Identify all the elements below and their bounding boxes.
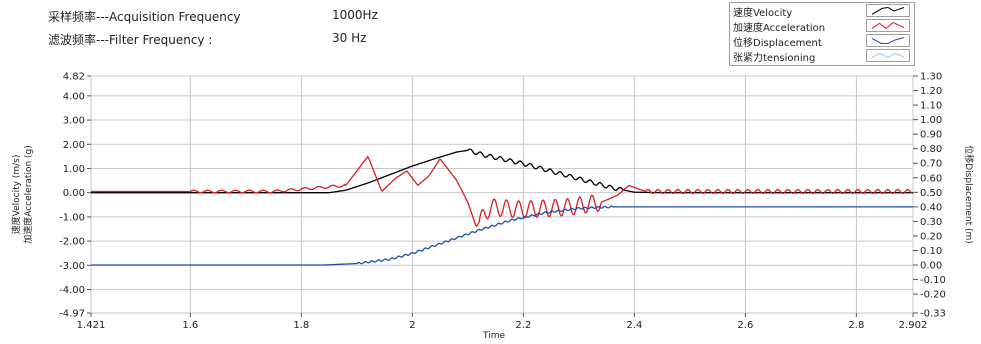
- series-line-1: [91, 155, 914, 228]
- acquisition-frequency-value: 1000Hz: [332, 8, 378, 22]
- legend-swatch-displacement: [866, 34, 910, 47]
- x-tick-label: 2.2: [515, 320, 531, 331]
- x-tick-label: 2.6: [737, 320, 753, 331]
- right-tick-label: 0.20: [920, 231, 942, 242]
- right-tick-label: -0.10: [920, 275, 946, 286]
- legend-item-displacement[interactable]: 位移Displacement: [730, 33, 914, 49]
- legend-swatch-acceleration: [866, 19, 910, 32]
- filter-frequency-label: 滤波频率---Filter Frequency :: [48, 33, 213, 47]
- right-tick-label: 0.30: [920, 217, 942, 228]
- left-tick-label: 0.00: [63, 188, 85, 199]
- legend-item-acceleration[interactable]: 加速度Acceleration: [730, 18, 914, 34]
- x-axis-title: Time: [482, 331, 505, 341]
- right-tick-label: 0.70: [920, 159, 942, 170]
- right-tick-label: 0.10: [920, 246, 942, 257]
- legend-label: 速度Velocity: [733, 8, 793, 19]
- left-tick-label: -4.00: [59, 285, 85, 296]
- right-tick-label: 1.30: [920, 72, 942, 83]
- left-tick-label: -4.97: [59, 309, 85, 320]
- left-tick-label: 1.00: [63, 164, 85, 175]
- right-tick-label: 0.90: [920, 130, 942, 141]
- x-tick-label: 1.6: [182, 320, 198, 331]
- series-line-2: [91, 205, 913, 266]
- acquisition-frequency-label: 采样频率---Acquisition Frequency: [48, 10, 241, 24]
- right-tick-label: 0.60: [920, 173, 942, 184]
- right-tick-label: 0.40: [920, 202, 942, 213]
- legend-swatch-velocity: [866, 4, 910, 17]
- legend-label: 位移Displacement: [733, 38, 822, 49]
- x-tick-label: 2.4: [626, 320, 642, 331]
- filter-frequency-value: 30 Hz: [332, 31, 367, 45]
- chart-legend[interactable]: 速度Velocity 加速度Acceleration 位移Displacemen…: [729, 2, 915, 66]
- x-tick-label: 2.8: [848, 320, 864, 331]
- left-axis-title-acceleration: 加速度Acceleration (g): [22, 145, 34, 244]
- right-tick-label: -0.20: [920, 290, 946, 301]
- right-tick-label: 1.00: [920, 115, 942, 126]
- x-tick-label: 1.421: [77, 320, 106, 331]
- x-tick-label: 2: [409, 320, 415, 331]
- legend-label: 加速度Acceleration: [733, 23, 826, 34]
- right-tick-label: 0.50: [920, 188, 942, 199]
- x-tick-label: 2.902: [899, 320, 928, 331]
- left-axis-title-velocity: 速度Velocity (m/s): [10, 155, 22, 235]
- right-tick-label: -0.33: [920, 309, 946, 320]
- x-tick-label: 1.8: [293, 320, 309, 331]
- legend-swatch-tensioning: [866, 49, 910, 62]
- left-tick-label: -2.00: [59, 237, 85, 248]
- legend-label: 张紧力tensioning: [733, 53, 816, 64]
- left-tick-label: 3.00: [63, 116, 85, 127]
- legend-item-tensioning[interactable]: 张紧力tensioning: [730, 48, 914, 64]
- legend-item-velocity[interactable]: 速度Velocity: [730, 3, 914, 19]
- right-tick-label: 1.20: [920, 86, 942, 97]
- left-tick-label: 2.00: [63, 140, 85, 151]
- plot-area: [90, 75, 914, 314]
- right-tick-label: 0.80: [920, 144, 942, 155]
- right-tick-label: 0.00: [920, 261, 942, 272]
- left-tick-label: -1.00: [59, 212, 85, 223]
- right-axis-title-displacement: 位移Displacement (m): [963, 145, 975, 244]
- right-tick-label: 1.10: [920, 101, 942, 112]
- left-tick-label: 4.00: [63, 91, 85, 102]
- left-tick-label: -3.00: [59, 261, 85, 272]
- left-tick-label: 4.82: [63, 72, 85, 83]
